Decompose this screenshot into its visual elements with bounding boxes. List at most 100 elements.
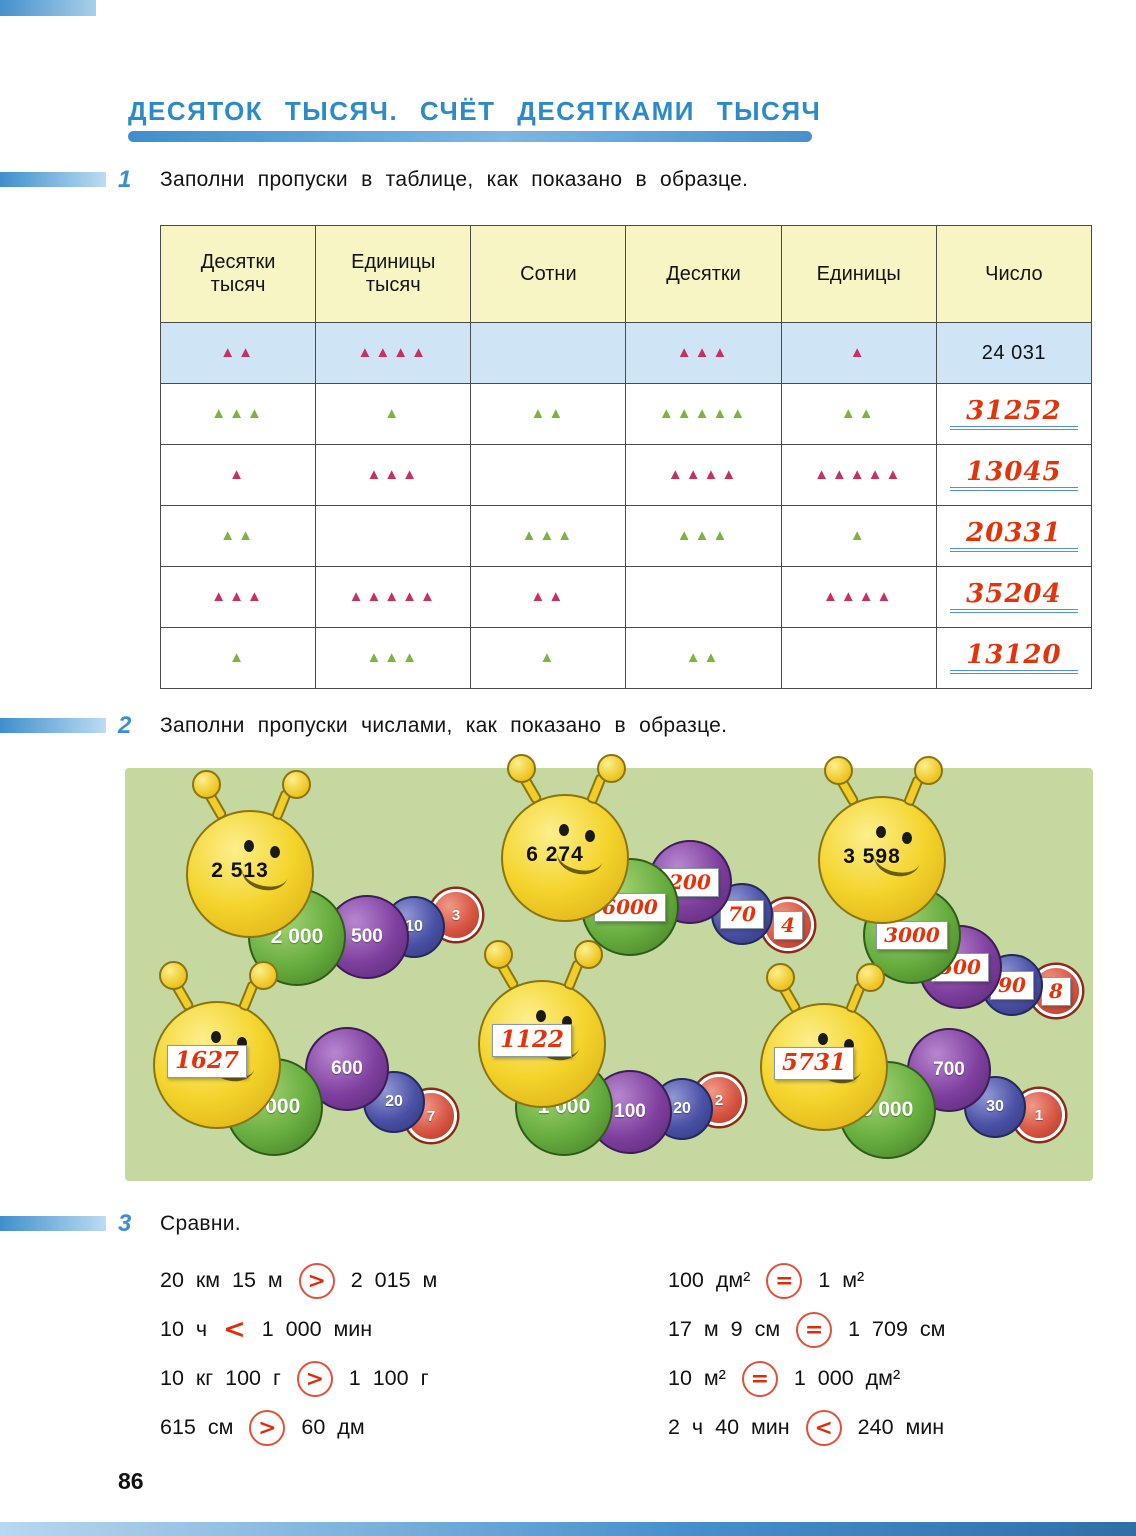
segment-value: 500: [351, 926, 383, 947]
segment-value[interactable]: 200: [661, 867, 719, 897]
segment-value[interactable]: 3000: [876, 920, 948, 950]
head-value[interactable]: 1122: [492, 1024, 573, 1057]
segment-value: 3: [451, 906, 461, 924]
comparison-left-value: 2 ч 40 мин: [668, 1415, 790, 1439]
segment-value: 2 000: [270, 925, 324, 948]
antenna-ball-icon: [282, 770, 311, 799]
segment-value: 30: [986, 1098, 1004, 1115]
triangle-cell: ▲▲: [625, 627, 782, 689]
number-cell: 31252: [935, 383, 1093, 445]
triangle-group: ▲▲▲▲: [357, 344, 429, 361]
comparison-sign[interactable]: >: [298, 1262, 335, 1299]
column-header: Сотни: [470, 225, 627, 323]
triangle-cell: ▲: [780, 505, 937, 567]
eye-icon: [902, 832, 912, 844]
antenna-ball-icon: [597, 754, 626, 783]
comparison-sign[interactable]: >: [249, 1409, 286, 1446]
triangle-group: ▲▲▲: [521, 527, 576, 544]
antenna-ball-icon: [574, 940, 603, 969]
head-value: 2 513: [211, 859, 269, 882]
head-value[interactable]: 1627: [167, 1045, 248, 1078]
number-cell: 20331: [935, 505, 1093, 567]
triangle-cell: ▲▲: [470, 383, 627, 445]
comparison-sign[interactable]: <: [223, 1314, 246, 1345]
antenna-ball-icon: [192, 770, 221, 799]
triangle-group: ▲▲▲▲▲: [814, 466, 904, 483]
triangle-cell: ▲▲: [159, 505, 317, 567]
column-header: Число: [935, 225, 1093, 323]
comparison-row: 10 кг 100 г >1 100 г: [160, 1354, 437, 1403]
table-row: ▲▲▲ ▲ ▲▲ ▲▲▲▲▲ ▲▲ 31252: [159, 383, 1093, 445]
triangle-cell: ▲▲▲: [625, 322, 782, 384]
answer-blank-line[interactable]: 31252: [949, 397, 1078, 431]
comparison-right-value: 1 709 см: [848, 1317, 946, 1341]
segment-value: 2: [714, 1091, 724, 1109]
triangle-cell: ▲▲▲: [470, 505, 627, 567]
triangle-group: ▲▲▲: [676, 344, 731, 361]
comparison-sign[interactable]: >: [296, 1360, 333, 1397]
segment-value[interactable]: 8: [1041, 976, 1071, 1006]
segment-value: 1: [1034, 1106, 1044, 1124]
triangle-group: ▲▲▲▲▲: [658, 405, 749, 422]
exercise-1-marker-bar: [0, 172, 106, 187]
comparison-right-value: 1 100 г: [348, 1366, 429, 1390]
triangle-cell: ▲: [470, 627, 627, 689]
answer-blank-line[interactable]: 13045: [949, 458, 1078, 492]
table-head: Десятки тысяч Единицы тысяч Сотни Десятки Ед…: [159, 225, 1093, 323]
answer-blank-line[interactable]: 20331: [949, 519, 1078, 553]
table-row: ▲ ▲▲▲ ▲ ▲▲ 13120: [159, 627, 1093, 689]
triangle-cell: ▲▲▲▲▲: [625, 383, 782, 445]
segment-value[interactable]: 4: [773, 910, 803, 940]
eye-icon: [562, 1016, 572, 1028]
triangle-cell: ▲▲▲: [315, 444, 472, 506]
triangle-group: ▲▲▲▲: [823, 588, 895, 605]
triangle-group: ▲▲: [220, 344, 256, 361]
triangle-cell: ▲▲▲▲: [780, 566, 937, 628]
comparison-left-value: 100 дм²: [668, 1268, 751, 1292]
title-underline-bar: [128, 131, 812, 142]
caterpillar: 5 000 700 30 1 5731: [125, 768, 1093, 1181]
triangle-group: ▲▲: [685, 649, 722, 666]
eye-icon: [237, 1037, 247, 1049]
antenna-ball-icon: [766, 963, 795, 992]
antenna-ball-icon: [507, 754, 536, 783]
segment-value: 700: [933, 1059, 965, 1080]
triangle-group: ▲: [229, 649, 247, 666]
triangle-cell: ▲: [315, 383, 472, 445]
head-value[interactable]: 5731: [774, 1047, 855, 1080]
triangle-group: ▲▲▲: [366, 649, 420, 666]
caterpillar-head: 1627: [153, 961, 281, 1129]
segment-value[interactable]: 70: [720, 899, 764, 929]
comparison-row: 10 ч <1 000 мин: [160, 1305, 437, 1354]
caterpillar: 6000 200 70 4 6 274: [125, 754, 1093, 1181]
comparison-sign[interactable]: <: [805, 1409, 842, 1446]
triangle-cell: [625, 566, 782, 628]
caterpillar-head: 1122: [478, 940, 606, 1108]
caterpillar: 1 000 100 20 2 1122: [125, 768, 1093, 1181]
column-header: Единицы: [780, 225, 937, 323]
exercise-1-text: Заполни пропуски в таблице, как показано…: [160, 168, 749, 191]
triangle-cell: ▲▲▲: [159, 383, 317, 445]
printed-number: 24 031: [981, 341, 1046, 364]
answer-blank-line[interactable]: 35204: [949, 580, 1078, 614]
eye-icon: [876, 826, 886, 838]
comparison-sign[interactable]: =: [741, 1360, 778, 1397]
exercise-3-text: Сравни.: [160, 1212, 241, 1235]
exercise-1-number: 1: [118, 166, 132, 193]
number-cell: 13120: [935, 627, 1093, 689]
eye-icon: [270, 846, 280, 858]
comparison-row: 2 ч 40 мин <240 мин: [668, 1403, 945, 1452]
head-value: 3 598: [843, 845, 901, 868]
comparison-right-value: 1 м²: [818, 1268, 865, 1292]
comparison-sign[interactable]: =: [796, 1311, 833, 1348]
handwritten-answer: 13120: [966, 639, 1062, 670]
answer-blank-line[interactable]: 13120: [949, 639, 1078, 675]
caterpillar-panel: 2 000 500 10 3 2 513 6000 200 70 4 6 274 3000 500 90…: [125, 754, 1093, 1181]
comparison-sign[interactable]: =: [766, 1262, 803, 1299]
caterpillar: 1 000 600 20 7 1627: [125, 768, 1093, 1181]
column-header: Десятки: [625, 225, 782, 323]
eye-icon: [244, 840, 254, 852]
comparison-row: 10 м² = 1 000 дм²: [668, 1354, 945, 1403]
table-header-row: Десятки тысяч Единицы тысяч Сотни Десятки Ед…: [159, 225, 1093, 323]
eye-icon: [536, 1010, 546, 1022]
